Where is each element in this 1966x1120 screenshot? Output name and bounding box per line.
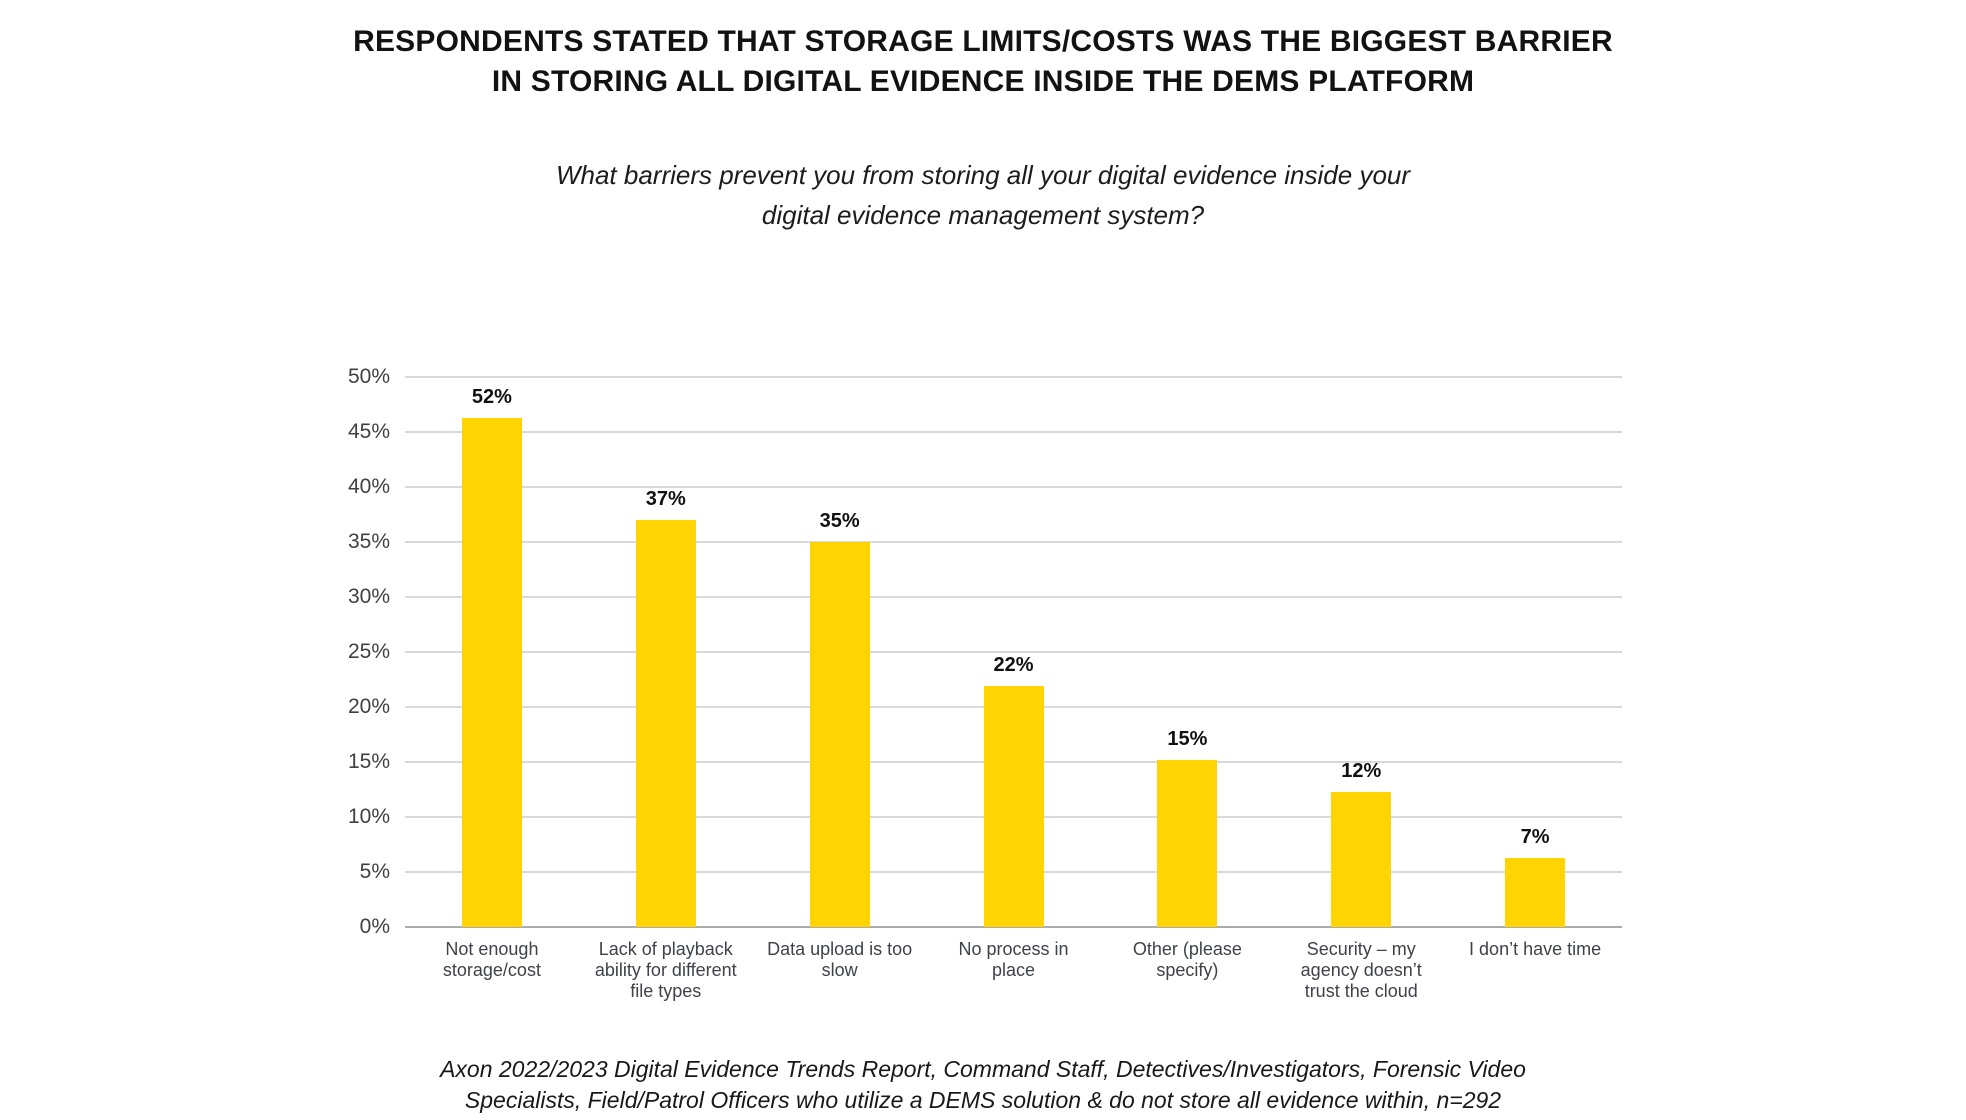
x-axis-labels: Not enough storage/cost Lack of playback …	[405, 939, 1622, 1002]
footer-line-2: Specialists, Field/Patrol Officers who u…	[464, 1087, 1502, 1113]
category-label: Not enough storage/cost	[442, 939, 541, 980]
bar-column: 35%	[753, 377, 927, 927]
category-label: Security – my agency doesn’t trust the c…	[1300, 939, 1422, 1001]
x-axis-category: Data upload is too slow	[753, 939, 927, 1002]
bar-value-label: 52%	[471, 385, 512, 408]
bar-value-label: 22%	[993, 654, 1034, 677]
y-axis-tick-label: 40%	[347, 475, 390, 498]
bar	[983, 686, 1044, 927]
y-axis-tick-label: 15%	[347, 750, 390, 773]
x-axis-category: Not enough storage/cost	[405, 939, 579, 1002]
gridline	[405, 596, 1622, 598]
bar-value-label: 37%	[645, 488, 686, 510]
bar	[461, 417, 522, 927]
category-label: Data upload is too slow	[767, 939, 913, 980]
bar-value-label: 12%	[1341, 759, 1382, 782]
chart-title-line-2: IN STORING ALL DIGITAL EVIDENCE INSIDE T…	[491, 65, 1475, 98]
y-axis-tick-label: 45%	[347, 420, 390, 443]
bar	[635, 520, 696, 927]
category-label: Other (please specify)	[1132, 939, 1242, 980]
y-axis-tick-label: 20%	[347, 695, 390, 718]
x-axis-category: Security – my agency doesn’t trust the c…	[1274, 939, 1448, 1002]
chart-subtitle-line-2: digital evidence management system?	[761, 200, 1205, 230]
x-axis-category: Lack of playback ability for different f…	[579, 939, 753, 1002]
y-axis-tick-label: 10%	[347, 805, 390, 828]
bar	[1505, 857, 1566, 927]
gridline	[405, 651, 1622, 653]
y-axis-tick-label: 50%	[347, 365, 390, 388]
gridline	[405, 486, 1622, 488]
bar	[809, 542, 870, 927]
y-axis-tick-label: 25%	[347, 640, 390, 663]
x-axis-category: Other (please specify)	[1100, 939, 1274, 1002]
bar-column: 15%	[1100, 377, 1274, 927]
bar-value-label: 7%	[1520, 825, 1550, 848]
bar-columns: 52% 37% 35% 22% 15% 12% 7%	[405, 377, 1622, 927]
bar	[1157, 759, 1218, 927]
x-axis-baseline	[405, 926, 1622, 928]
bar-column: 37%	[579, 377, 753, 927]
bar-column: 52%	[405, 377, 579, 927]
gridline	[405, 376, 1622, 378]
bar-value-label: 15%	[1167, 727, 1208, 750]
category-label: I don’t have time	[1469, 939, 1602, 959]
y-axis-tick-label: 30%	[347, 585, 390, 608]
y-axis-tick-label: 0%	[359, 915, 390, 938]
chart-subtitle: What barriers prevent you from storing a…	[0, 155, 1966, 235]
y-axis-tick-label: 35%	[347, 530, 390, 553]
x-axis-category: No process in place	[927, 939, 1101, 1002]
gridline	[405, 541, 1622, 543]
gridline	[405, 431, 1622, 433]
chart-title-line-1: RESPONDENTS STATED THAT STORAGE LIMITS/C…	[353, 25, 1613, 58]
footer-line-1: Axon 2022/2023 Digital Evidence Trends R…	[440, 1056, 1526, 1082]
y-axis: 50% 45% 40% 35% 30% 25% 20% 15% 10% 5% 0%	[290, 365, 390, 938]
y-axis-tick-label: 5%	[359, 860, 390, 883]
category-label: Lack of playback ability for different f…	[594, 939, 737, 1001]
plot-area: 52% 37% 35% 22% 15% 12% 7%	[405, 376, 1622, 928]
footer-note: Axon 2022/2023 Digital Evidence Trends R…	[0, 1054, 1966, 1116]
chart-title: RESPONDENTS STATED THAT STORAGE LIMITS/C…	[0, 22, 1966, 102]
chart-subtitle-line-1: What barriers prevent you from storing a…	[555, 160, 1411, 190]
bar-column: 22%	[927, 377, 1101, 927]
bar-column: 7%	[1448, 377, 1622, 927]
bar	[1331, 791, 1392, 927]
bar-value-label: 35%	[819, 510, 860, 532]
category-label: No process in place	[958, 939, 1069, 980]
x-axis-category: I don’t have time	[1448, 939, 1622, 1002]
bar-column: 12%	[1274, 377, 1448, 927]
